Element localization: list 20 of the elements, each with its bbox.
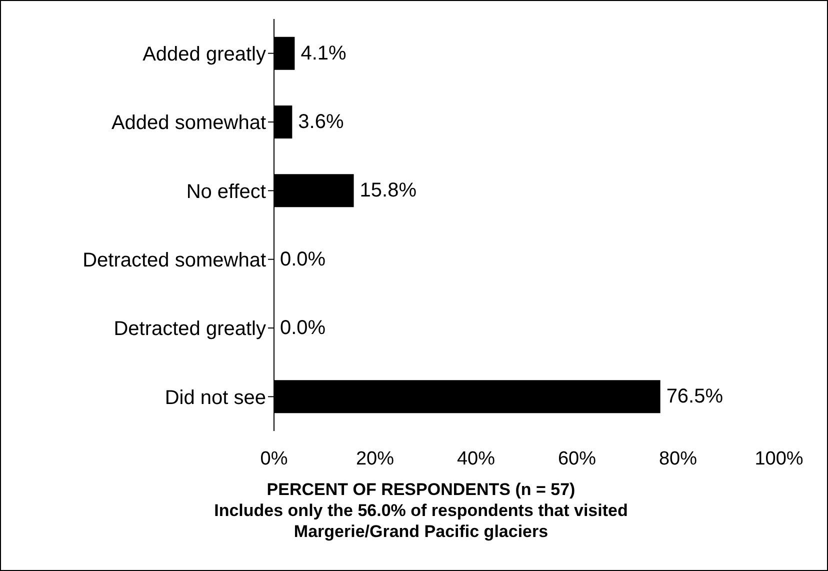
- data-label: 4.1%: [300, 42, 347, 64]
- y-tick-label: Added somewhat: [111, 112, 266, 134]
- data-label: 76.5%: [666, 386, 724, 408]
- data-label: 15.8%: [360, 180, 417, 202]
- x-tick-label: 40%: [456, 448, 496, 470]
- text: Includes only the 56.0% of respondents that visited Margerie/Grand Pacific glaciers: [213, 500, 629, 542]
- y-tick-label: Detracted somewhat: [82, 249, 266, 272]
- y-tick-label: Did not see: [164, 386, 266, 409]
- y-tick-label: Detracted greatly: [114, 318, 266, 340]
- data-label: 0.0%: [280, 317, 326, 339]
- y-tick-label: No effect: [186, 180, 266, 203]
- x-axis-title: PERCENT OF RESPONDENTS (n = 57): [266, 479, 576, 500]
- x-tick-label: 80%: [658, 448, 698, 470]
- y-tick-label: Added greatly: [142, 43, 266, 66]
- x-tick-label: 0%: [260, 448, 288, 470]
- data-label: 0.0%: [280, 248, 326, 270]
- x-tick-label: 60%: [558, 448, 596, 470]
- x-tick-label: 20%: [356, 448, 394, 470]
- data-label: 3.6%: [298, 111, 344, 133]
- x-tick-label: 100%: [754, 448, 804, 470]
